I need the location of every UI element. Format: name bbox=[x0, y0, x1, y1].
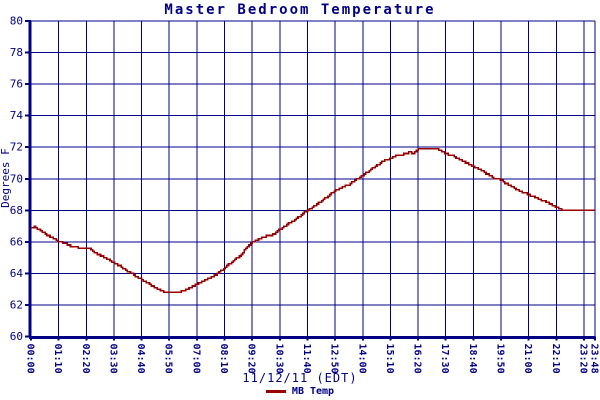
legend-line-swatch bbox=[265, 389, 286, 393]
x-tick-label: 23:48 bbox=[589, 344, 600, 374]
y-tick-label: 78 bbox=[10, 46, 23, 59]
legend-label: MB Temp bbox=[291, 385, 335, 397]
x-tick-label: 07:00 bbox=[190, 344, 201, 374]
x-tick-label: 19:50 bbox=[495, 344, 506, 374]
axis-ticks bbox=[25, 20, 596, 341]
tick-labels: 60 62 64 66 68 70 72 74 76 78 80 00:00 01:10 02:20 03:… bbox=[10, 15, 600, 374]
x-axis-title: 11/12/11 (EDT) bbox=[242, 371, 358, 385]
chart-title: Master Bedroom Temperature bbox=[164, 2, 436, 18]
y-axis-title: Degrees F bbox=[0, 148, 12, 208]
x-tick-label: 12:50 bbox=[329, 344, 340, 374]
x-tick-label: 01:10 bbox=[52, 344, 63, 374]
y-tick-label: 64 bbox=[10, 267, 24, 280]
x-tick-label: 22:10 bbox=[550, 344, 561, 374]
x-tick-label: 04:40 bbox=[135, 344, 146, 374]
x-tick-label: 10:30 bbox=[273, 344, 284, 374]
x-tick-label: 16:20 bbox=[412, 344, 423, 374]
x-tick-label: 00:00 bbox=[25, 344, 36, 374]
x-tick-label: 02:20 bbox=[80, 344, 91, 374]
x-tick-label: 09:20 bbox=[246, 344, 257, 374]
x-tick-label: 05:50 bbox=[163, 344, 174, 374]
y-tick-label: 60 bbox=[10, 330, 23, 343]
x-tick-label: 08:10 bbox=[218, 344, 229, 374]
x-tick-label: 03:30 bbox=[107, 344, 118, 374]
y-tick-label: 74 bbox=[10, 109, 24, 122]
y-tick-label: 62 bbox=[10, 298, 23, 311]
y-tick-label: 80 bbox=[10, 15, 23, 28]
y-tick-label: 68 bbox=[10, 204, 23, 217]
gridlines bbox=[30, 20, 596, 337]
mb-temp-line bbox=[31, 148, 595, 294]
y-tick-label: 66 bbox=[10, 235, 23, 248]
x-tick-label: 11:40 bbox=[301, 344, 312, 374]
y-tick-label: 70 bbox=[10, 172, 23, 185]
y-tick-label: 76 bbox=[10, 78, 23, 91]
x-tick-label: 15:10 bbox=[384, 344, 395, 374]
legend: MB Temp bbox=[0, 385, 600, 397]
x-tick-label: 21:00 bbox=[522, 344, 533, 374]
x-tick-label: 23:20 bbox=[577, 344, 588, 374]
x-tick-label: 17:30 bbox=[439, 344, 450, 374]
x-tick-label: 18:40 bbox=[467, 344, 478, 374]
axes-frame bbox=[28, 20, 596, 339]
x-tick-label: 14:00 bbox=[356, 344, 367, 374]
y-tick-label: 72 bbox=[10, 141, 23, 154]
